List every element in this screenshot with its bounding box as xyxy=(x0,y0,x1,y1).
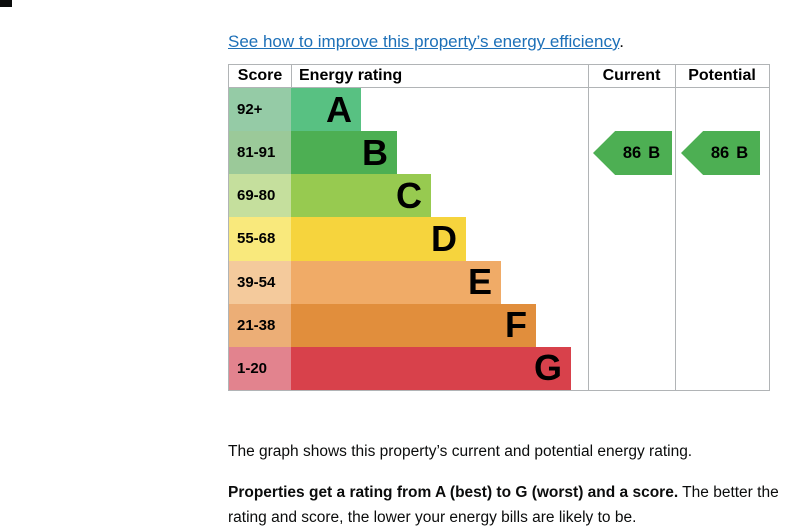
band-letter: B xyxy=(362,131,388,173)
graph-description: The graph shows this property’s current … xyxy=(228,442,693,460)
band-row-g: 1-20 G xyxy=(229,346,769,390)
band-letter: G xyxy=(533,347,562,389)
current-band: B xyxy=(648,143,661,162)
improve-efficiency-link[interactable]: See how to improve this property’s energ… xyxy=(228,32,620,51)
band-row-e: 39-54 E xyxy=(229,260,769,304)
header-score: Score xyxy=(237,67,283,84)
band-row-f: 21-38 F xyxy=(229,303,769,347)
header-energy-rating: Energy rating xyxy=(299,67,403,84)
score-cell: 39-54 xyxy=(229,260,291,304)
header-current: Current xyxy=(602,67,661,84)
band-row-b: 81-91 B xyxy=(229,131,769,175)
potential-band: B xyxy=(736,143,749,162)
score-cell: 1-20 xyxy=(229,346,291,390)
score-cell: 55-68 xyxy=(229,217,291,261)
score-cell: 81-91 xyxy=(229,131,291,175)
header-divider xyxy=(291,65,292,87)
current-score: 86 xyxy=(622,143,642,162)
rating-bar: D xyxy=(291,217,466,261)
current-column-divider xyxy=(588,65,589,390)
band-letter: D xyxy=(431,217,457,259)
rating-bar: C xyxy=(291,174,431,218)
score-cell: 21-38 xyxy=(229,303,291,347)
potential-column-divider xyxy=(675,65,676,390)
improve-efficiency-paragraph: See how to improve this property’s energ… xyxy=(228,32,624,52)
rating-explanation-rest: The better the rating and score, the low… xyxy=(228,483,779,526)
band-letter: F xyxy=(505,304,527,346)
epc-band-rows: 92+ A 81-91 B 69-80 C 55-68 D 39-54 E 21… xyxy=(229,88,769,390)
band-letter: C xyxy=(396,174,422,216)
rating-bar: A xyxy=(291,88,361,132)
band-row-c: 69-80 C xyxy=(229,174,769,218)
score-cell: 69-80 xyxy=(229,174,291,218)
potential-score: 86 xyxy=(710,143,730,162)
rating-bar: G xyxy=(291,346,571,390)
band-row-a: 92+ A xyxy=(229,88,769,132)
rating-bar: B xyxy=(291,131,397,175)
epc-chart: Score Energy rating Current Potential 92… xyxy=(228,64,770,391)
rating-bar: F xyxy=(291,303,536,347)
epc-chart-header: Score Energy rating Current Potential xyxy=(229,65,769,88)
rating-explanation: Properties get a rating from A (best) to… xyxy=(228,480,780,530)
link-suffix: . xyxy=(619,32,624,51)
band-letter: A xyxy=(326,88,352,130)
score-cell: 92+ xyxy=(229,88,291,132)
partial-element-fragment xyxy=(0,0,12,7)
band-row-d: 55-68 D xyxy=(229,217,769,261)
rating-bar: E xyxy=(291,260,501,304)
header-potential: Potential xyxy=(688,67,756,84)
band-letter: E xyxy=(467,261,492,303)
rating-explanation-bold: Properties get a rating from A (best) to… xyxy=(228,483,679,501)
